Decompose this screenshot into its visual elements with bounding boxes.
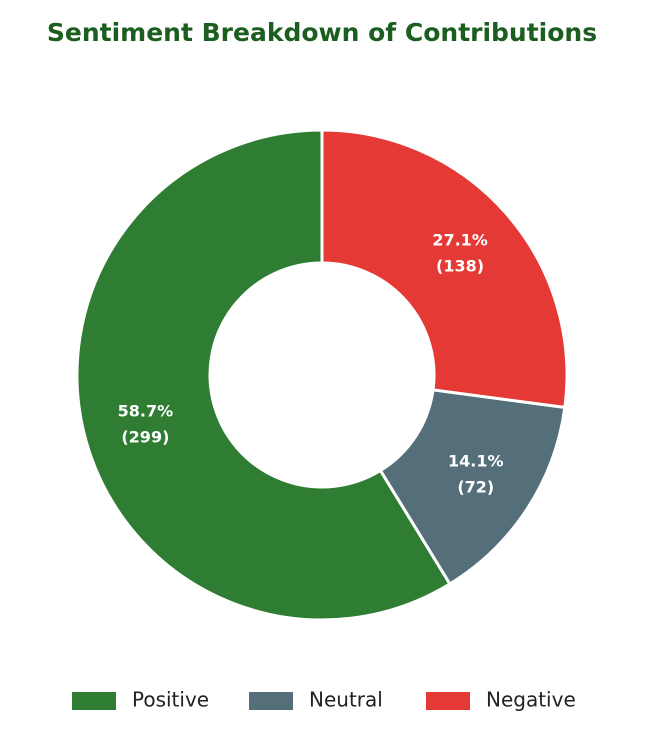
legend-swatch [72,692,116,710]
chart-title: Sentiment Breakdown of Contributions [47,18,597,47]
donut-slice [378,388,567,587]
value-label: (299) [121,427,169,446]
legend-swatch [249,692,293,710]
percentage-label: 27.1% [432,231,488,250]
value-label: (138) [436,257,484,276]
legend-swatch [426,692,470,710]
legend-label: Neutral [309,688,383,712]
percentage-label: 58.7% [118,401,174,420]
value-label: (72) [457,478,494,497]
donut-slice [75,128,452,622]
donut-slice [320,128,569,410]
percentage-label: 14.1% [448,452,504,471]
legend-label: Negative [486,688,576,712]
legend-label: Positive [132,688,209,712]
